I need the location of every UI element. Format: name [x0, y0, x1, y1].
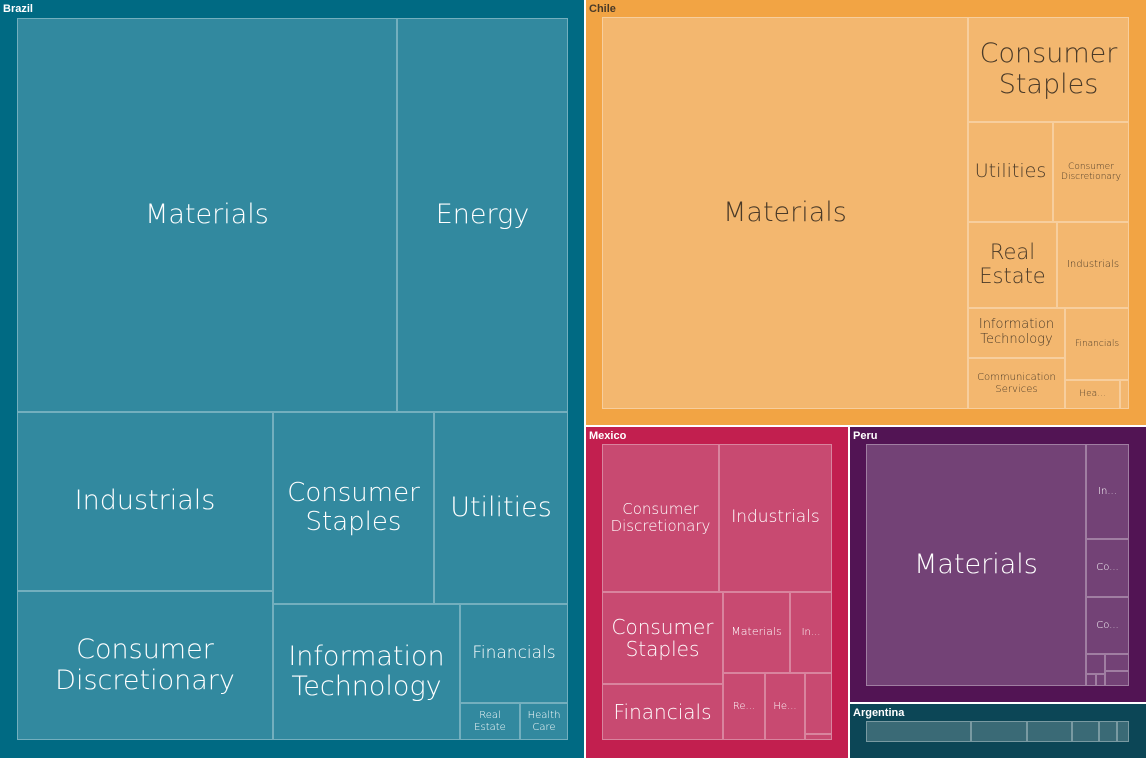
- tile-label: Financials: [613, 699, 712, 724]
- tile-argentina-sector-6[interactable]: [1117, 721, 1129, 742]
- tile-label: Information Technology: [978, 317, 1055, 347]
- tile-argentina-sector-4[interactable]: [1072, 721, 1099, 742]
- country-label: Chile: [589, 3, 616, 15]
- tile-peru-other-c[interactable]: [1105, 671, 1129, 686]
- tile-brazil-materials[interactable]: Materials: [17, 18, 397, 412]
- country-label: Brazil: [3, 3, 33, 15]
- tile-label: Information Technology: [288, 640, 445, 702]
- tile-mexico-health-care[interactable]: He...: [765, 673, 805, 740]
- tile-label: Consumer Staples: [979, 38, 1118, 100]
- country-argentina: Argentina: [850, 704, 1146, 758]
- tile-chile-utilities[interactable]: Utilities: [968, 122, 1053, 222]
- tile-label: Utilities: [450, 491, 552, 523]
- country-mexico: Mexico Consumer Discretionary Industrials C…: [586, 427, 848, 758]
- tile-peru-industrials[interactable]: In...: [1086, 444, 1129, 539]
- tile-mexico-information-technology[interactable]: In...: [790, 592, 832, 673]
- tile-label: Materials: [731, 625, 782, 639]
- tile-peru-materials[interactable]: Materials: [866, 444, 1086, 686]
- tile-label: Co...: [1096, 619, 1119, 631]
- country-chile: Chile Materials Consumer Staples Utilities C…: [586, 0, 1146, 425]
- tile-label: Co...: [1096, 562, 1119, 574]
- tile-argentina-sector-5[interactable]: [1099, 721, 1117, 742]
- tile-mexico-consumer-discretionary[interactable]: Consumer Discretionary: [602, 444, 719, 592]
- tile-label: Consumer Discretionary: [1061, 161, 1121, 182]
- tile-chile-communication-services[interactable]: Communication Services: [968, 358, 1065, 409]
- tile-chile-information-technology[interactable]: Information Technology: [968, 308, 1065, 358]
- tile-label: Industrials: [1066, 259, 1120, 271]
- tile-label: Materials: [145, 198, 269, 230]
- tile-peru-other-d[interactable]: [1086, 674, 1096, 686]
- tile-label: Health Care: [527, 710, 561, 733]
- tile-label: In...: [1098, 485, 1117, 497]
- tile-label: Industrials: [74, 485, 216, 517]
- tile-chile-real-estate[interactable]: Real Estate: [968, 222, 1057, 308]
- tile-label: Real Estate: [474, 710, 506, 733]
- tile-label: Consumer Discretionary: [610, 500, 711, 535]
- tile-brazil-consumer-staples[interactable]: Consumer Staples: [273, 412, 434, 604]
- tile-label: Energy: [435, 198, 530, 230]
- tile-label: Real Estate: [979, 240, 1046, 288]
- tile-chile-other[interactable]: [1120, 380, 1129, 409]
- country-peru: Peru Materials In... Co... Co...: [850, 427, 1146, 702]
- tile-argentina-sector-2[interactable]: [971, 721, 1027, 742]
- tile-mexico-other[interactable]: [805, 673, 832, 734]
- country-label: Argentina: [853, 707, 905, 719]
- country-label: Mexico: [589, 430, 627, 442]
- tile-peru-consumer-discretionary[interactable]: Co...: [1086, 597, 1129, 654]
- tile-label: Materials: [914, 548, 1038, 580]
- tile-brazil-consumer-discretionary[interactable]: Consumer Discretionary: [17, 591, 273, 740]
- tile-brazil-health-care[interactable]: Health Care: [520, 703, 568, 740]
- tile-mexico-other-2[interactable]: [805, 734, 832, 740]
- tile-label: Materials: [723, 196, 847, 228]
- tile-argentina-sector-3[interactable]: [1027, 721, 1072, 742]
- tile-brazil-energy[interactable]: Energy: [397, 18, 568, 412]
- tile-label: Consumer Discretionary: [55, 634, 235, 696]
- tile-peru-other-b[interactable]: [1105, 654, 1129, 671]
- tile-chile-financials[interactable]: Financials: [1065, 308, 1129, 380]
- tile-mexico-materials[interactable]: Materials: [723, 592, 790, 673]
- tile-chile-health-care[interactable]: Hea...: [1065, 380, 1120, 409]
- tile-label: He...: [773, 700, 797, 712]
- tile-peru-consumer-staples[interactable]: Co...: [1086, 539, 1129, 597]
- tile-label: Hea...: [1079, 389, 1106, 400]
- tile-peru-other-e[interactable]: [1096, 674, 1105, 686]
- tile-mexico-industrials[interactable]: Industrials: [719, 444, 832, 592]
- tile-label: In...: [801, 626, 821, 638]
- tile-label: Industrials: [731, 507, 820, 528]
- tile-brazil-real-estate[interactable]: Real Estate: [460, 703, 520, 740]
- tile-chile-industrials[interactable]: Industrials: [1057, 222, 1129, 308]
- tile-brazil-industrials[interactable]: Industrials: [17, 412, 273, 591]
- tile-chile-consumer-staples[interactable]: Consumer Staples: [968, 17, 1129, 122]
- tile-label: Consumer Staples: [287, 477, 420, 537]
- tile-brazil-utilities[interactable]: Utilities: [434, 412, 568, 604]
- tile-label: Communication Services: [977, 372, 1056, 395]
- country-brazil: Brazil Materials Energy Industrials Consumer…: [0, 0, 584, 758]
- tile-peru-other-a[interactable]: [1086, 654, 1105, 674]
- tile-mexico-real-estate[interactable]: Re...: [723, 673, 765, 740]
- tile-brazil-financials[interactable]: Financials: [460, 604, 568, 703]
- country-label: Peru: [853, 430, 878, 442]
- tile-label: Consumer Staples: [611, 614, 714, 661]
- tile-label: Re...: [732, 700, 756, 712]
- tile-chile-consumer-discretionary[interactable]: Consumer Discretionary: [1053, 122, 1129, 222]
- tile-argentina-sector-1[interactable]: [866, 721, 971, 742]
- tile-label: Financials: [1074, 338, 1120, 349]
- tile-mexico-financials[interactable]: Financials: [602, 684, 723, 740]
- tile-brazil-information-technology[interactable]: Information Technology: [273, 604, 460, 740]
- tile-label: Financials: [472, 642, 556, 663]
- tile-chile-materials[interactable]: Materials: [602, 17, 968, 409]
- tile-label: Utilities: [974, 160, 1047, 183]
- tile-mexico-consumer-staples[interactable]: Consumer Staples: [602, 592, 723, 684]
